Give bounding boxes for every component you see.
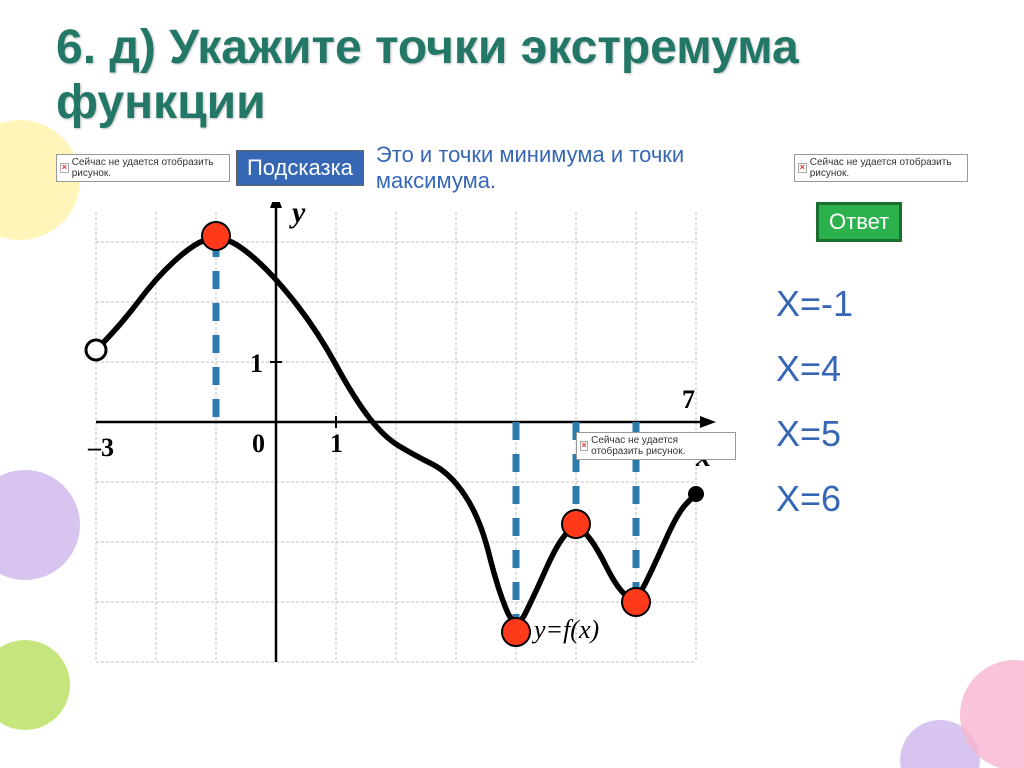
broken-image-text: Сейчас не удается отобразить рисунок. (591, 435, 732, 457)
answer-item: X=-1 (776, 272, 968, 337)
broken-image-text: Сейчас не удается отобразить рисунок. (810, 157, 964, 179)
hint-row: × Сейчас не удается отобразить рисунок. … (56, 142, 968, 194)
svg-text:0: 0 (252, 429, 265, 458)
hint-text: Это и точки минимума и точки максимума. (376, 142, 742, 194)
broken-x-icon: × (580, 441, 588, 451)
answer-item: X=5 (776, 402, 968, 467)
broken-image-placeholder-3: × Сейчас не удается отобразить рисунок. (576, 432, 736, 460)
answers-list: X=-1X=4X=5X=6 (776, 272, 968, 531)
svg-text:–3: –3 (87, 433, 114, 462)
broken-image-text: Сейчас не удается отобразить рисунок. (72, 157, 226, 179)
svg-text:7: 7 (682, 385, 695, 414)
svg-text:1: 1 (250, 349, 263, 378)
broken-x-icon: × (60, 163, 69, 173)
hint-button[interactable]: Подсказка (236, 150, 364, 186)
answer-item: X=4 (776, 337, 968, 402)
answer-button[interactable]: Ответ (816, 202, 902, 242)
svg-text:y: y (289, 202, 306, 229)
answer-item: X=6 (776, 467, 968, 532)
broken-x-icon: × (798, 163, 807, 173)
svg-text:y=f(x): y=f(x) (531, 615, 599, 644)
broken-image-placeholder-2: × Сейчас не удается отобразить рисунок. (794, 154, 968, 182)
broken-image-placeholder: × Сейчас не удается отобразить рисунок. (56, 154, 230, 182)
svg-text:1: 1 (330, 429, 343, 458)
slide-title: 6. д) Укажите точки экстремума функции (56, 20, 968, 130)
function-chart: –30117xyy=f(x) × Сейчас не удается отобр… (56, 202, 736, 687)
